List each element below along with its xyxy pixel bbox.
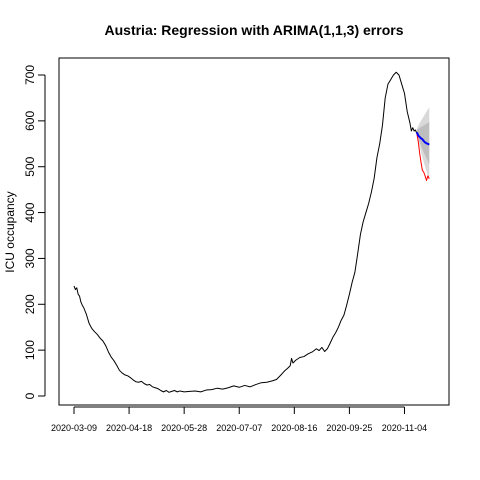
y-axis-label: ICU occupancy [3, 191, 17, 272]
series-line-2 [415, 131, 430, 146]
prediction-band-1 [416, 121, 430, 165]
x-tick-label-6: 2020-11-04 [382, 423, 427, 433]
y-tick-label-200: 200 [23, 294, 37, 314]
y-tick-label-0: 0 [23, 392, 37, 399]
y-tick-label-700: 700 [23, 65, 37, 85]
x-tick-label-5: 2020-09-25 [326, 423, 372, 433]
y-tick-label-400: 400 [23, 202, 37, 222]
x-tick-label-2: 2020-05-28 [161, 423, 207, 433]
series-line-1 [416, 133, 430, 181]
x-tick-label-1: 2020-04-18 [106, 423, 152, 433]
x-axis: 2020-03-09 2020-04-18 2020-05-28 2020-07-07… [51, 406, 427, 433]
series-line-0 [73, 71, 418, 393]
y-tick-label-100: 100 [23, 340, 37, 360]
plot-frame [58, 57, 450, 406]
x-tick-label-3: 2020-07-07 [216, 423, 262, 433]
series-lines [73, 71, 430, 393]
chart-title: Austria: Regression with ARIMA(1,1,3) er… [105, 22, 404, 38]
prediction-intervals [416, 107, 430, 181]
x-tick-label-4: 2020-08-16 [271, 423, 317, 433]
y-tick-label-300: 300 [23, 248, 37, 268]
y-axis: 0 100 200 300 400 500 600 700 [23, 65, 46, 399]
x-tick-label-0: 2020-03-09 [51, 423, 97, 433]
y-tick-label-500: 500 [23, 156, 37, 176]
y-tick-label-600: 600 [23, 111, 37, 131]
